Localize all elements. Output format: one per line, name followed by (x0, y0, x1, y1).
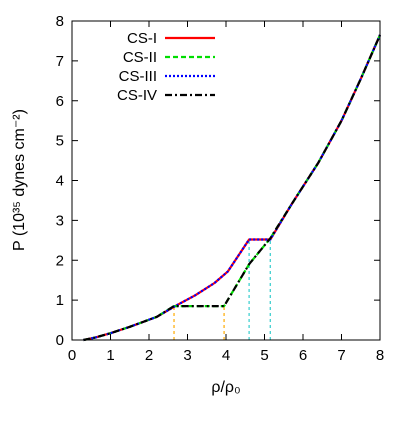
y-axis-title: P (10³⁵ dynes cm⁻²) (11, 109, 28, 251)
axis-ticks: 0 1 2 3 4 5 6 7 8 0 1 2 3 4 5 6 7 8 (56, 13, 385, 364)
x-tick-label: 0 (68, 347, 76, 364)
x-tick-label: 2 (145, 347, 153, 364)
x-tick-label: 5 (260, 347, 268, 364)
x-tick-label: 4 (222, 347, 230, 364)
y-tick-label: 5 (56, 133, 64, 150)
y-tick-label: 0 (56, 332, 64, 349)
legend-label-cs-ii: CS-II (123, 49, 157, 66)
y-tick-label: 1 (56, 292, 64, 309)
legend: CS-I CS-II CS-III CS-IV (117, 30, 215, 104)
x-tick-label: 3 (183, 347, 191, 364)
x-tick-label: 1 (106, 347, 114, 364)
x-tick-label: 6 (299, 347, 307, 364)
y-tick-label: 3 (56, 212, 64, 229)
series-lines (83, 34, 382, 342)
y-tick-label: 8 (56, 13, 64, 30)
legend-label-cs-i: CS-I (127, 30, 157, 47)
x-tick-label: 7 (337, 347, 345, 364)
x-axis-title: ρ/ρ₀ (211, 379, 240, 396)
y-tick-label: 6 (56, 93, 64, 110)
vertical-markers (173, 239, 271, 340)
series-line-cs-iv (83, 34, 382, 342)
legend-label-cs-iii: CS-III (119, 68, 157, 85)
y-tick-label: 4 (56, 173, 64, 190)
x-tick-label: 8 (376, 347, 384, 364)
legend-label-cs-iv: CS-IV (117, 87, 157, 104)
series-line-cs-iii (83, 34, 382, 342)
y-tick-label: 7 (56, 53, 64, 70)
y-tick-label: 2 (56, 252, 64, 269)
